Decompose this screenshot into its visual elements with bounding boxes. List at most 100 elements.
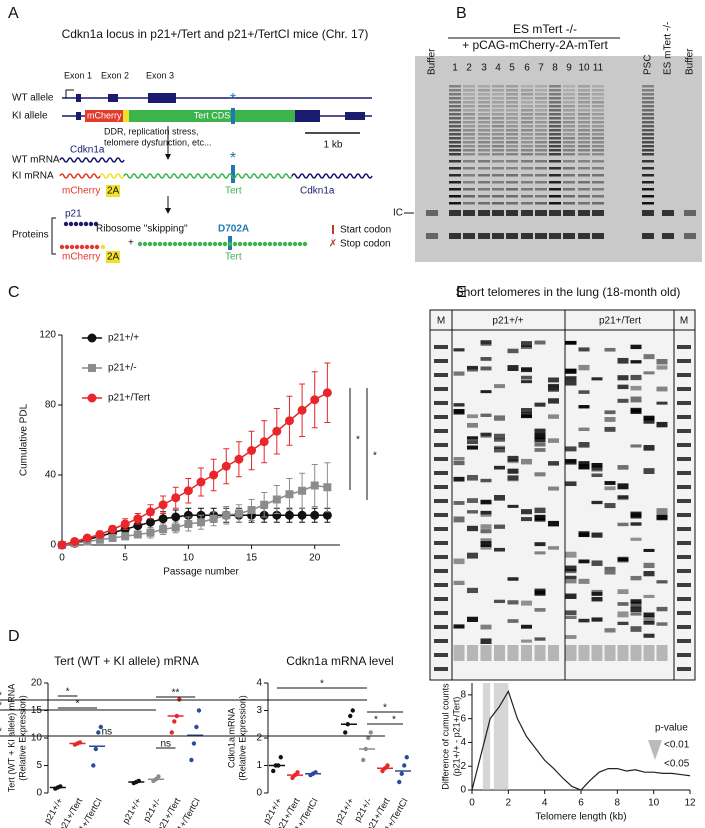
gel-band — [548, 398, 559, 404]
gel-band — [534, 507, 546, 514]
data-point — [348, 713, 353, 719]
gel-band — [506, 89, 518, 92]
x-tick-label: p21+/+ — [120, 796, 143, 825]
lane-label: 8 — [552, 63, 558, 74]
gel-band — [535, 125, 547, 128]
gel-band — [434, 583, 448, 587]
gel-band — [453, 460, 465, 466]
gel-band — [656, 365, 668, 370]
gel-band — [643, 612, 655, 618]
protein-bead — [167, 241, 173, 247]
gel-band — [434, 569, 448, 573]
gel-band — [467, 498, 478, 503]
gel-band — [563, 113, 575, 116]
gel-band — [506, 105, 518, 108]
gel-band — [535, 160, 547, 163]
gel-band — [592, 85, 604, 88]
gel-band — [642, 121, 654, 124]
panel-title: Short telomeres in the lung (18-month ol… — [456, 285, 681, 299]
gel-band — [506, 129, 518, 132]
gel-band — [591, 462, 603, 468]
gel-band — [656, 421, 668, 428]
gel-band — [494, 415, 505, 421]
gel-band — [548, 414, 559, 419]
gel-band — [534, 590, 546, 596]
gel-band — [677, 429, 691, 433]
protein-bead — [84, 244, 90, 250]
protein-bead — [287, 241, 293, 247]
gel-band — [643, 645, 655, 661]
gel-band — [463, 101, 475, 104]
gel-band — [642, 210, 654, 216]
gel-band — [463, 129, 475, 132]
y-tick-label: 0 — [50, 540, 56, 551]
gel-band — [506, 202, 518, 205]
gel-band — [578, 645, 590, 661]
significance-label: * — [0, 701, 2, 712]
gel-band — [521, 149, 533, 152]
gel-band — [506, 174, 518, 177]
gel-band — [535, 117, 547, 120]
gel-band — [642, 195, 654, 198]
protein-bead — [93, 221, 99, 227]
gel-band — [521, 85, 533, 88]
gel-band — [677, 499, 691, 503]
gel-band — [449, 195, 461, 198]
gel — [429, 309, 696, 681]
marker — [234, 509, 243, 518]
mrna-strand — [123, 173, 293, 179]
gel-band — [478, 174, 490, 177]
gel-band — [434, 485, 448, 489]
gel-band — [521, 408, 532, 413]
gel-band — [478, 97, 490, 100]
marker — [297, 405, 307, 415]
marker — [120, 519, 130, 529]
gel-band — [578, 141, 590, 144]
protein-bead — [162, 241, 168, 247]
x-tick-label: 0 — [469, 798, 475, 809]
protein-bead — [247, 241, 253, 247]
gel-band — [578, 113, 590, 116]
gel-band — [521, 129, 533, 132]
panel-letter: B — [456, 5, 467, 22]
gel-band — [507, 475, 519, 481]
lane-label: Buffer — [427, 48, 438, 75]
gel-band — [492, 133, 504, 136]
gel-band — [578, 181, 590, 184]
data-point — [196, 708, 202, 713]
y-tick-label: 0 — [36, 788, 42, 799]
gel-band — [563, 233, 575, 239]
gel-band — [478, 125, 490, 128]
lane-header: M — [680, 316, 688, 327]
marker — [297, 510, 307, 520]
protein-bead — [187, 241, 193, 247]
gel-band — [506, 109, 518, 112]
gel-band — [453, 558, 465, 565]
gel-band — [453, 403, 465, 407]
lane-label: 4 — [495, 63, 501, 74]
gel-band — [535, 105, 547, 108]
gel-band — [463, 125, 475, 128]
gel-band — [534, 542, 546, 547]
gel-band — [478, 160, 490, 163]
data-point — [368, 730, 373, 735]
gel-band — [449, 137, 461, 140]
gel-band — [578, 117, 590, 120]
gel-band — [494, 599, 505, 604]
gel-band — [478, 181, 490, 184]
gel-band — [565, 368, 577, 374]
gel-band — [565, 481, 577, 487]
gel-band — [630, 444, 642, 448]
gel-band — [521, 367, 532, 372]
marker — [247, 506, 256, 514]
mcherry-cds — [85, 110, 123, 122]
gel-band — [492, 89, 504, 92]
gel-band — [449, 109, 461, 112]
gel-band — [507, 468, 519, 474]
gel-band — [549, 85, 561, 88]
gel-band — [565, 341, 577, 345]
allele-label: KI allele — [12, 111, 48, 122]
panel-letter: E — [456, 284, 467, 301]
x-tick-label: 2 — [506, 798, 512, 809]
gel-band — [578, 129, 590, 132]
